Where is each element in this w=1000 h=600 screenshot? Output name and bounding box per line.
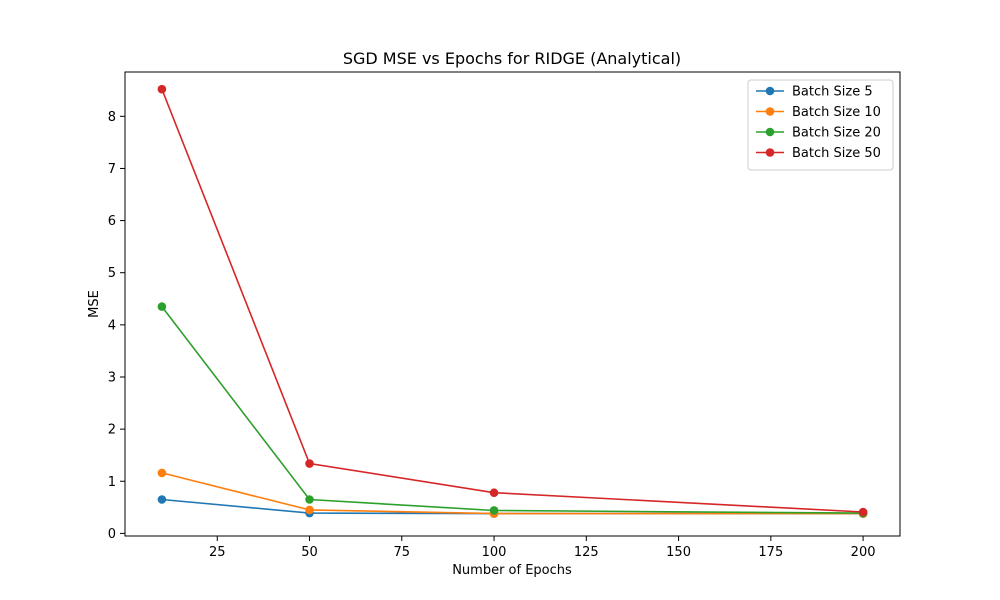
x-tick-label: 150 [666,545,691,560]
legend-label: Batch Size 20 [792,126,881,141]
legend-item: Batch Size 5 [756,85,873,100]
legend-item: Batch Size 10 [756,105,881,120]
y-axis: 0 1 2 3 4 5 6 7 8 [108,110,125,542]
series-line [161,88,864,513]
x-tick-label: 75 [394,545,411,560]
series-line [161,472,864,515]
data-point [489,506,499,515]
y-tick-label: 3 [108,370,116,385]
legend: Batch Size 5 Batch Size 10 Batch Size 20 Ba… [747,79,894,171]
y-tick-label: 0 [108,527,116,542]
series-line [161,306,864,514]
legend-label: Batch Size 5 [792,85,873,100]
legend-marker [765,148,775,157]
y-tick-label: 4 [108,318,116,333]
x-tick-label: 25 [209,545,226,560]
legend-box [747,79,894,171]
data-point [305,505,314,515]
legend-label: Batch Size 50 [792,146,881,161]
x-tick-label: 100 [482,545,507,560]
x-tick-label: 50 [301,545,318,560]
legend-marker [765,127,775,137]
x-axis-label: Number of Epochs [452,563,572,578]
y-tick-label: 6 [108,214,116,229]
y-axis-label: MSE [87,290,102,318]
legend-item: Batch Size 50 [756,146,881,161]
x-axis: 25 50 75 100 125 150 175 200 [209,536,876,560]
x-tick-label: 175 [758,545,783,560]
y-tick-label: 1 [108,475,116,490]
x-tick-label: 200 [851,545,876,560]
x-tick-label: 125 [574,545,599,560]
y-tick-label: 7 [108,162,116,177]
chart-title: SGD MSE vs Epochs for RIDGE (Analytical) [343,49,681,68]
legend-marker [765,86,775,96]
plot-area [124,71,901,537]
plot-frame [124,71,901,537]
data-point [157,84,167,94]
legend-marker [765,107,775,116]
data-point [489,488,499,498]
data-point [157,495,167,504]
legend-item: Batch Size 20 [756,126,881,141]
data-point [858,507,868,517]
legend-label: Batch Size 10 [792,105,881,120]
data-point [305,459,314,468]
series-4 [157,84,868,517]
series-layer [157,84,868,518]
y-tick-label: 8 [108,110,116,125]
data-point [157,468,167,478]
data-point [305,495,314,504]
y-tick-label: 2 [108,423,116,438]
data-point [157,302,167,311]
y-tick-label: 5 [108,266,116,281]
series-3 [157,302,868,518]
